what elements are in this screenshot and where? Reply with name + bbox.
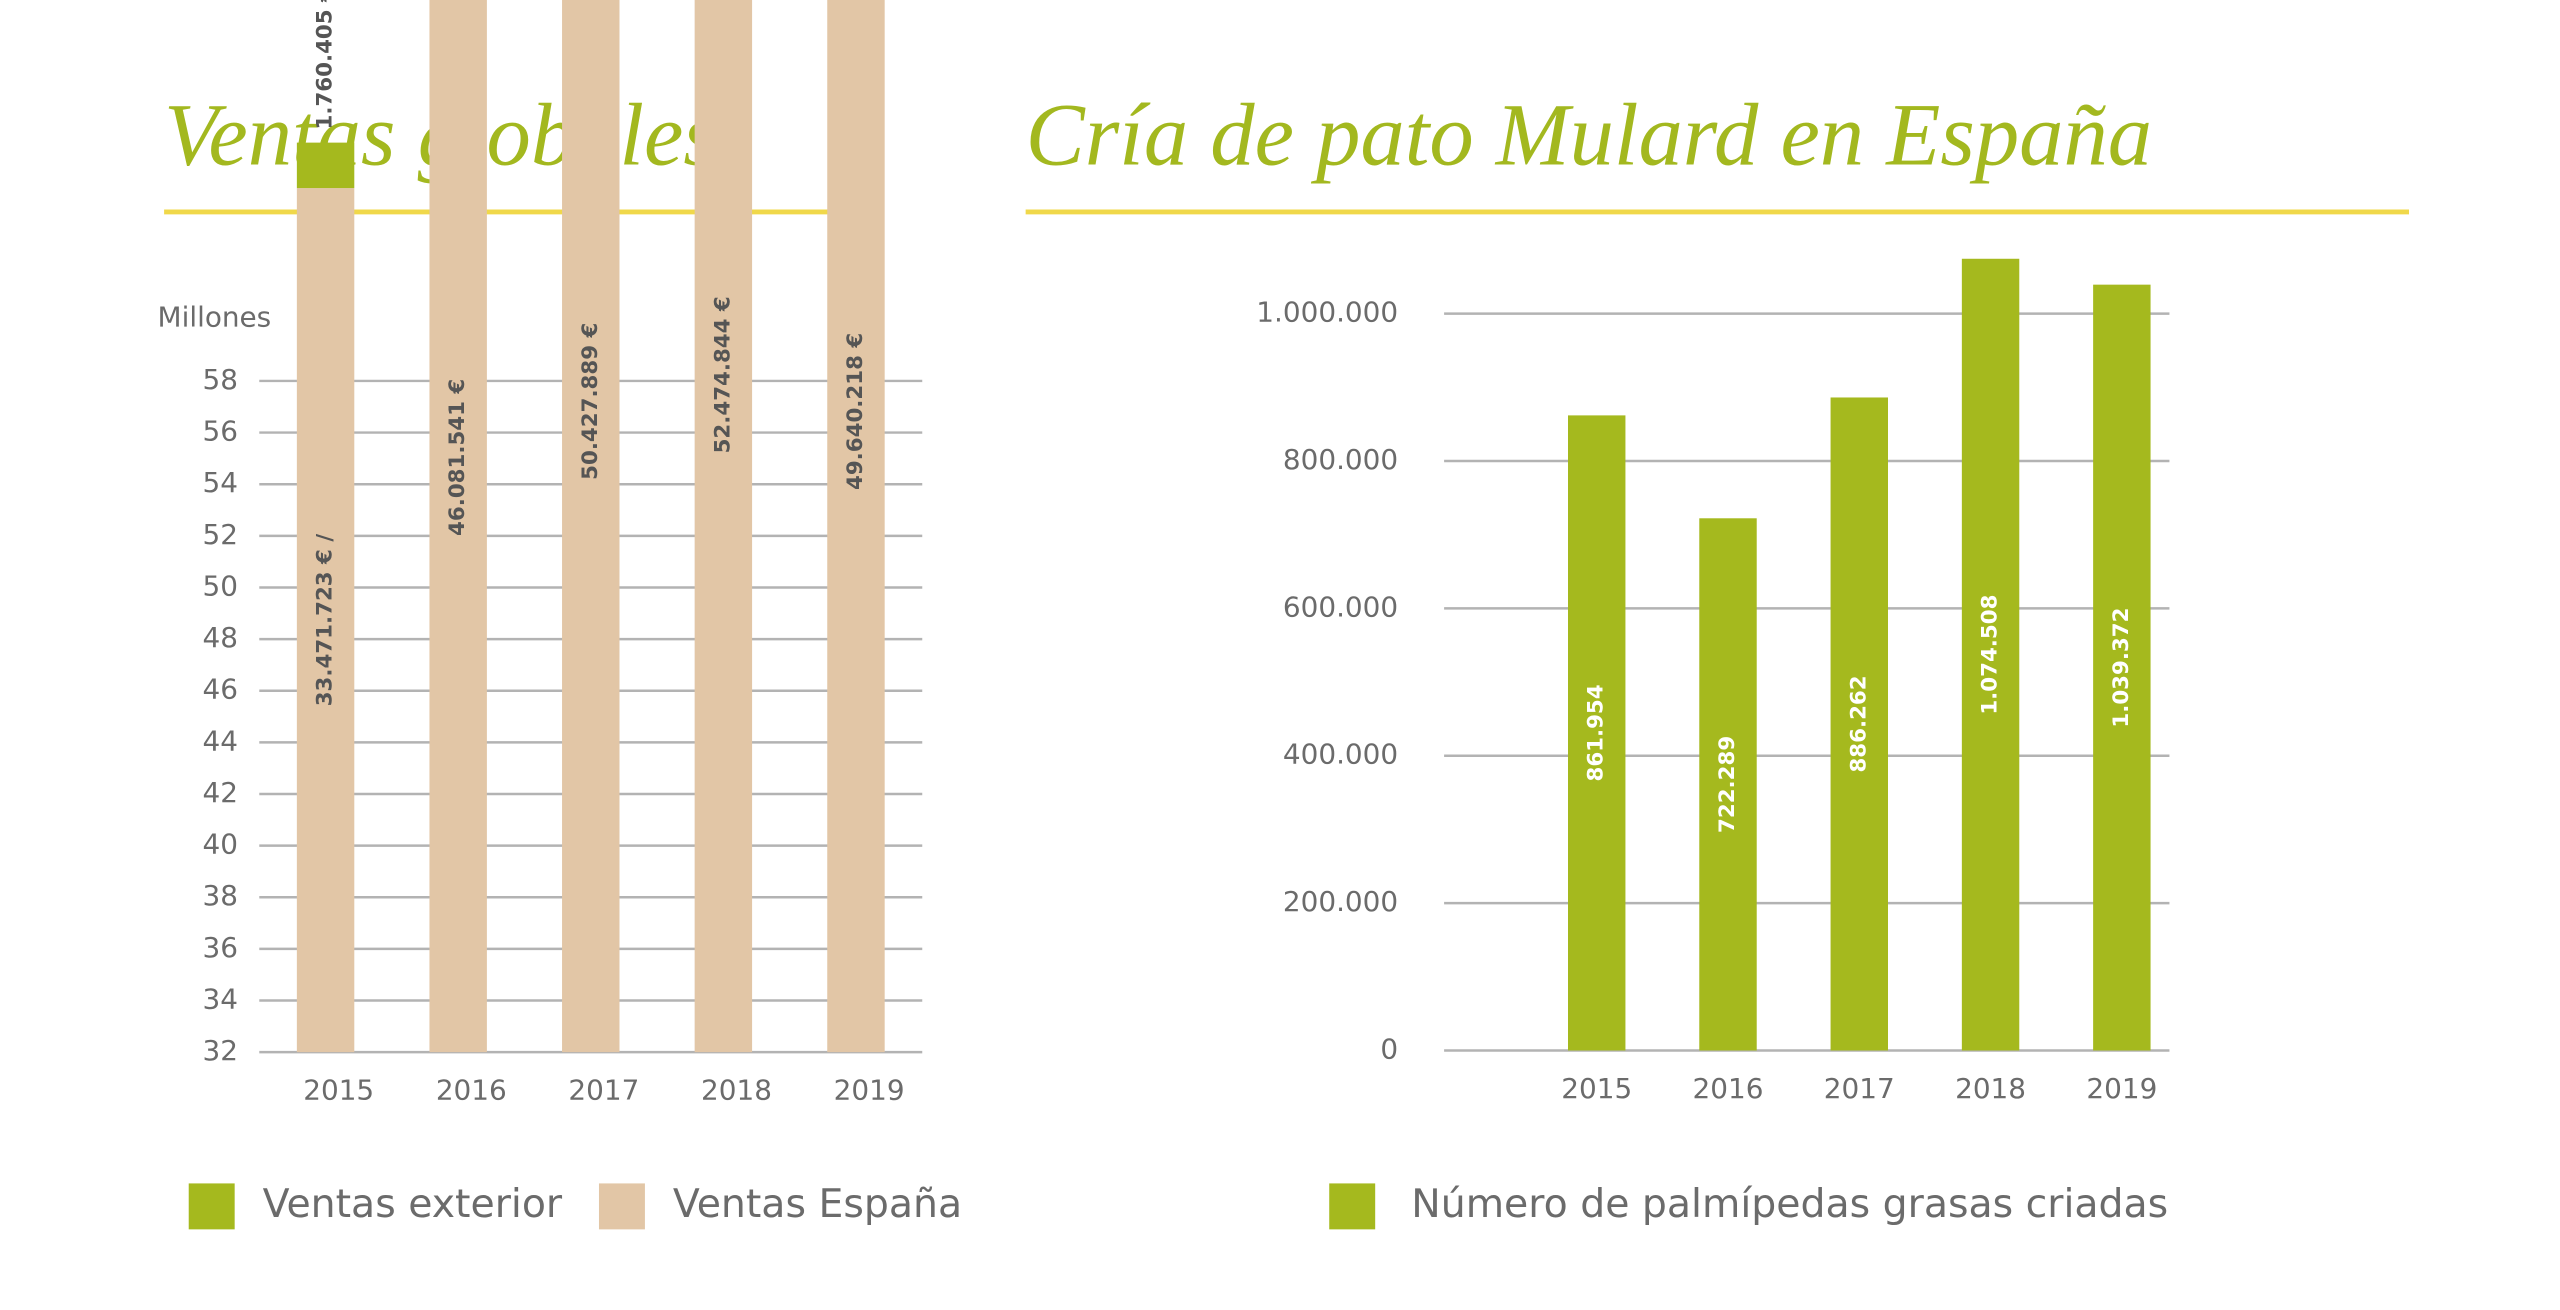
value-label: 722.289 <box>1715 736 1740 833</box>
value-label: 33.471.723 € / <box>313 534 338 707</box>
value-label: 46.081.541 € <box>445 379 470 536</box>
legend-label: Ventas España <box>673 1181 962 1227</box>
y-tick-label: 38 <box>202 879 237 912</box>
bar-segment <box>296 142 355 189</box>
bar <box>1961 258 2020 1051</box>
value-label: 886.262 <box>1846 675 1871 772</box>
y-tick-label: 48 <box>202 621 237 654</box>
legend-swatch <box>598 1183 645 1230</box>
bar-segment <box>562 0 620 1053</box>
chart-title: Cría de pato Mulard en España <box>1026 86 2152 184</box>
bar <box>2093 284 2151 1051</box>
bar <box>1699 518 1757 1051</box>
legend-label: Ventas exterior <box>263 1181 563 1227</box>
x-tick-label: 2017 <box>568 1074 639 1107</box>
bar-segment <box>429 0 487 1053</box>
y-tick-label: 36 <box>202 931 237 964</box>
value-label: 50.427.889 € <box>578 323 603 480</box>
y-tick-label: 42 <box>202 776 237 809</box>
y-tick-label: 1.000.000 <box>1256 296 1398 329</box>
y-tick-label: 54 <box>202 466 237 499</box>
y-tick-label: 50 <box>202 569 237 602</box>
y-tick-label: 52 <box>202 518 237 551</box>
legend-swatch <box>1329 1183 1376 1230</box>
x-tick-label: 2015 <box>303 1074 374 1107</box>
y-tick-label: 40 <box>202 828 237 861</box>
bar-segment <box>296 188 355 1053</box>
y-axis-label: Millones <box>158 301 272 334</box>
x-tick-label: 2015 <box>1561 1072 1632 1105</box>
bar-segment <box>694 0 753 1053</box>
legend-label: Número de palmípedas grasas criadas <box>1411 1181 2168 1227</box>
x-tick-label: 2019 <box>2086 1072 2157 1105</box>
y-tick-label: 58 <box>202 363 237 396</box>
bar <box>1568 415 1626 1051</box>
y-tick-label: 46 <box>202 673 237 706</box>
y-tick-label: 0 <box>1380 1032 1398 1065</box>
y-tick-label: 600.000 <box>1283 590 1398 623</box>
y-tick-label: 800.000 <box>1283 443 1398 476</box>
value-label: 1.039.372 <box>2109 608 2134 728</box>
x-tick-label: 2016 <box>1693 1072 1764 1105</box>
x-tick-label: 2018 <box>701 1074 772 1107</box>
value-label: 1.760.405 € <box>313 0 338 129</box>
x-tick-label: 2018 <box>1955 1072 2026 1105</box>
value-label: 49.640.218 € <box>843 333 868 490</box>
y-tick-label: 200.000 <box>1283 885 1398 918</box>
legend-swatch <box>188 1183 235 1230</box>
x-tick-label: 2017 <box>1824 1072 1895 1105</box>
bar <box>1830 397 1888 1051</box>
y-tick-label: 32 <box>202 1034 237 1067</box>
y-tick-label: 44 <box>202 724 237 757</box>
bar-segment <box>827 0 885 1053</box>
y-tick-label: 400.000 <box>1283 738 1398 771</box>
value-label: 52.474.844 € <box>710 296 735 453</box>
x-tick-label: 2019 <box>834 1074 905 1107</box>
value-label: 1.074.508 <box>1978 595 2003 715</box>
value-label: 861.954 <box>1584 684 1609 781</box>
y-tick-label: 56 <box>202 415 237 448</box>
x-tick-label: 2016 <box>436 1074 507 1107</box>
y-tick-label: 34 <box>202 982 237 1015</box>
